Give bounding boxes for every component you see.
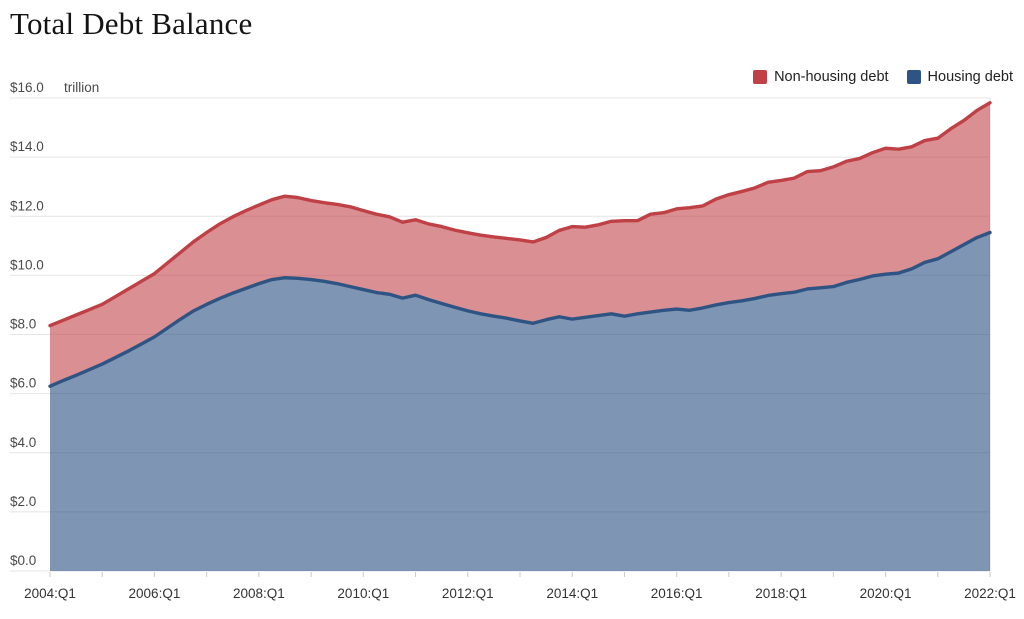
x-tick-label: 2014:Q1 xyxy=(546,586,598,601)
x-tick-label: 2008:Q1 xyxy=(233,586,285,601)
x-tick-label: 2004:Q1 xyxy=(24,586,76,601)
housing-debt-line xyxy=(48,230,992,388)
x-tick-label: 2010:Q1 xyxy=(337,586,389,601)
y-tick-label: $12.0 xyxy=(10,198,44,213)
legend-item-housing-debt: Housing debt xyxy=(906,69,1013,85)
x-tick-label: 2022:Q1 xyxy=(964,586,1016,601)
legend-label-non-housing-debt: Non-housing debt xyxy=(774,69,889,85)
non-housing-debt-area xyxy=(50,102,990,387)
housing-debt-area xyxy=(50,232,990,571)
y-tick-label: $6.0 xyxy=(10,376,36,391)
legend-label-housing-debt: Housing debt xyxy=(927,69,1013,85)
non-housing-debt-swatch-icon xyxy=(753,70,768,84)
housing-debt-swatch-icon xyxy=(906,70,921,84)
chart-legend: Non-housing debt Housing debt xyxy=(753,69,1013,85)
total-debt-line xyxy=(48,101,992,328)
y-tick-label: $2.0 xyxy=(10,494,36,509)
unit-label: trillion xyxy=(64,80,99,95)
y-tick-label: $4.0 xyxy=(10,435,36,450)
y-tick-label: $10.0 xyxy=(10,257,44,272)
x-tick-label: 2018:Q1 xyxy=(755,586,807,601)
x-tick-label: 2020:Q1 xyxy=(860,586,912,601)
legend-item-non-housing-debt: Non-housing debt xyxy=(753,69,889,85)
x-tick-label: 2016:Q1 xyxy=(651,586,703,601)
y-tick-label: $14.0 xyxy=(10,139,44,154)
chart-title: Total Debt Balance xyxy=(10,6,253,41)
x-tick-label: 2006:Q1 xyxy=(129,586,181,601)
y-tick-label: $16.0 xyxy=(10,80,44,95)
x-tick-label: 2012:Q1 xyxy=(442,586,494,601)
y-tick-label: $8.0 xyxy=(10,317,36,332)
x-axis: 2004:Q1 2006:Q1 2008:Q1 2010:Q1 2012:Q1 2014:… xyxy=(24,572,1016,601)
y-tick-label: $0.0 xyxy=(10,553,36,568)
